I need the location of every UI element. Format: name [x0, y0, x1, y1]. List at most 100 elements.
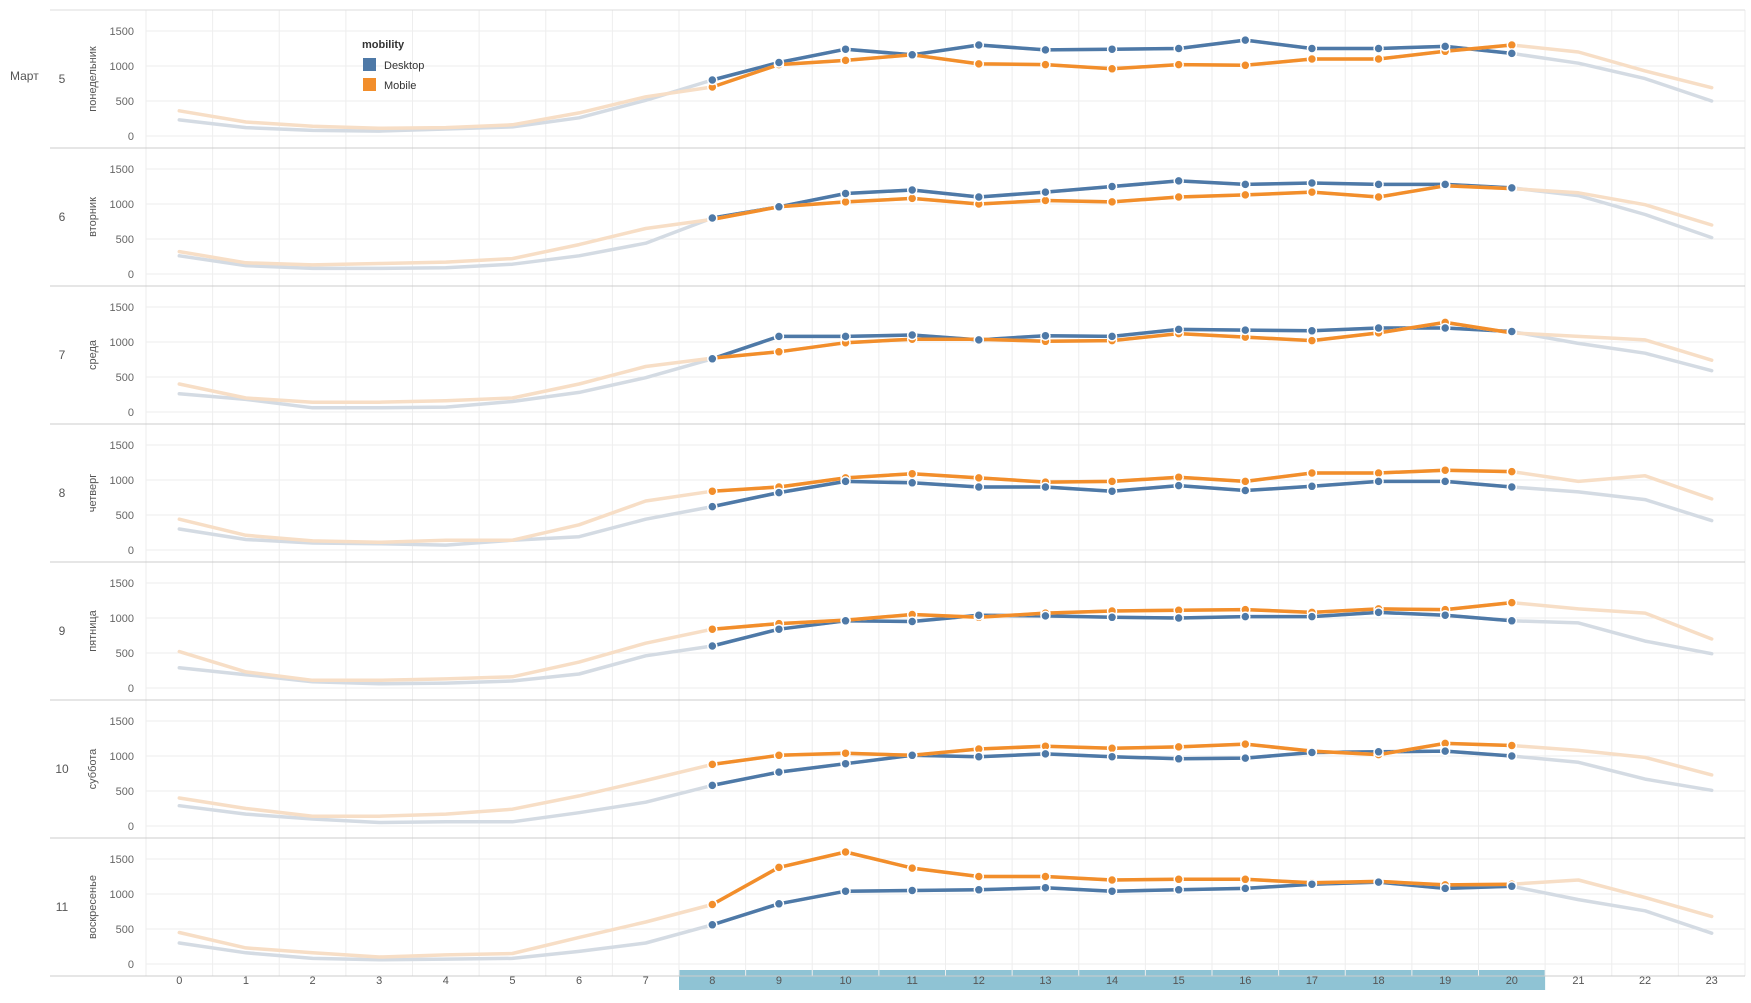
y-tick-label: 500 — [116, 648, 134, 660]
desktop-data-point — [1373, 746, 1384, 758]
series-layer — [177, 34, 1714, 962]
desktop-data-point — [1040, 882, 1051, 893]
desktop-data-point — [906, 885, 918, 896]
desktop-data-point — [973, 609, 985, 621]
desktop-data-point — [1040, 44, 1051, 56]
desktop-data-point — [1506, 481, 1518, 493]
desktop-data-point — [707, 353, 718, 365]
legend-swatch-mobile[interactable] — [363, 78, 376, 91]
y-tick-label: 500 — [116, 786, 134, 798]
y-tick-label: 1000 — [110, 613, 134, 625]
desktop-data-point — [1240, 485, 1251, 496]
x-tick-label: 20 — [1506, 975, 1518, 987]
mobile-data-point — [1240, 189, 1251, 201]
desktop-data-point — [840, 331, 851, 342]
mobile-data-point — [707, 899, 718, 910]
x-tick-label: 8 — [709, 975, 715, 987]
mobile-data-point — [1106, 476, 1118, 487]
mobile-data-point — [1306, 53, 1318, 65]
desktop-data-point — [1439, 745, 1451, 757]
desktop-data-point — [1439, 476, 1451, 487]
weekday-label: пятница — [87, 609, 99, 651]
desktop-data-point — [973, 191, 985, 203]
desktop-data-point — [1306, 177, 1318, 189]
mobile-data-point — [1240, 874, 1251, 885]
desktop-data-point — [1040, 481, 1051, 493]
mobile-data-point — [707, 485, 718, 497]
mobile-data-point — [1506, 740, 1518, 751]
x-tick-label: 14 — [1106, 975, 1118, 987]
desktop-data-point — [707, 780, 718, 791]
desktop-data-point — [1240, 324, 1251, 336]
label-layer: Март 0 1 2 3 4 5 6 7 8 9 10 11 12 13 14 15 16 17 18 19 20 21 2… — [10, 26, 1718, 987]
desktop-data-point — [1306, 747, 1318, 758]
x-tick-label: 21 — [1572, 975, 1584, 987]
x-tick-label: 2 — [310, 975, 316, 987]
x-tick-label: 6 — [576, 975, 582, 987]
date-label: 6 — [59, 210, 66, 224]
desktop-data-point — [1040, 610, 1051, 622]
desktop-data-point — [1106, 181, 1118, 192]
mobile-data-point — [707, 623, 718, 635]
desktop-data-point — [840, 43, 851, 55]
desktop-data-point — [1240, 179, 1251, 190]
x-tick-label: 16 — [1239, 975, 1251, 987]
date-label: 5 — [59, 72, 66, 86]
desktop-data-point — [906, 329, 918, 341]
x-tick-label: 5 — [509, 975, 515, 987]
mobile-data-point — [1373, 53, 1384, 65]
desktop-data-point — [1040, 330, 1051, 341]
desktop-data-point — [1306, 611, 1318, 622]
date-label: 9 — [59, 624, 66, 638]
desktop-data-point — [1373, 476, 1384, 487]
x-tick-label: 10 — [839, 975, 851, 987]
desktop-data-point — [840, 188, 851, 199]
desktop-data-point — [1040, 748, 1051, 760]
x-tick-label: 22 — [1639, 975, 1651, 987]
desktop-data-point — [773, 487, 785, 498]
grid-layer — [50, 9, 1746, 977]
legend: mobility Desktop Mobile — [362, 39, 424, 92]
y-tick-label: 1500 — [110, 716, 134, 728]
x-tick-label: 0 — [176, 975, 182, 987]
y-tick-label: 500 — [116, 510, 134, 522]
mobile-data-point — [1506, 597, 1518, 608]
x-tick-label: 9 — [776, 975, 782, 987]
y-tick-label: 0 — [128, 407, 134, 419]
desktop-data-point — [773, 766, 785, 778]
x-tick-label: 23 — [1706, 975, 1718, 987]
legend-swatch-desktop[interactable] — [363, 58, 376, 71]
desktop-data-point — [840, 758, 851, 769]
x-tick-label: 17 — [1306, 975, 1318, 987]
date-label: 10 — [55, 762, 69, 776]
mobile-data-point — [906, 468, 918, 479]
desktop-data-point — [1173, 612, 1184, 624]
y-tick-label: 0 — [128, 683, 134, 695]
y-tick-label: 0 — [128, 959, 134, 971]
y-tick-label: 0 — [128, 269, 134, 281]
desktop-data-point — [1173, 753, 1184, 765]
date-label: 11 — [56, 900, 69, 914]
desktop-data-point — [906, 477, 918, 489]
desktop-data-point — [1373, 179, 1384, 190]
desktop-data-point — [1240, 611, 1251, 622]
desktop-data-point — [1439, 322, 1451, 334]
x-tick-label: 4 — [443, 975, 449, 987]
y-tick-label: 1500 — [110, 854, 134, 866]
legend-label-desktop[interactable]: Desktop — [384, 60, 424, 72]
mobile-data-point — [1306, 467, 1318, 479]
desktop-data-point — [1173, 43, 1184, 54]
weekday-label: воскресенье — [87, 875, 99, 939]
desktop-data-point — [840, 615, 851, 627]
mobile-data-point — [1173, 191, 1184, 203]
y-tick-label: 1000 — [110, 61, 134, 73]
legend-label-mobile[interactable]: Mobile — [384, 80, 416, 92]
x-tick-label: 13 — [1039, 975, 1051, 987]
mobile-data-point — [1240, 738, 1251, 750]
date-label: 8 — [59, 486, 66, 500]
desktop-data-point — [773, 331, 785, 342]
weekday-label: понедельник — [87, 46, 99, 112]
mobile-data-point — [1173, 874, 1184, 885]
desktop-data-point — [1306, 325, 1318, 337]
